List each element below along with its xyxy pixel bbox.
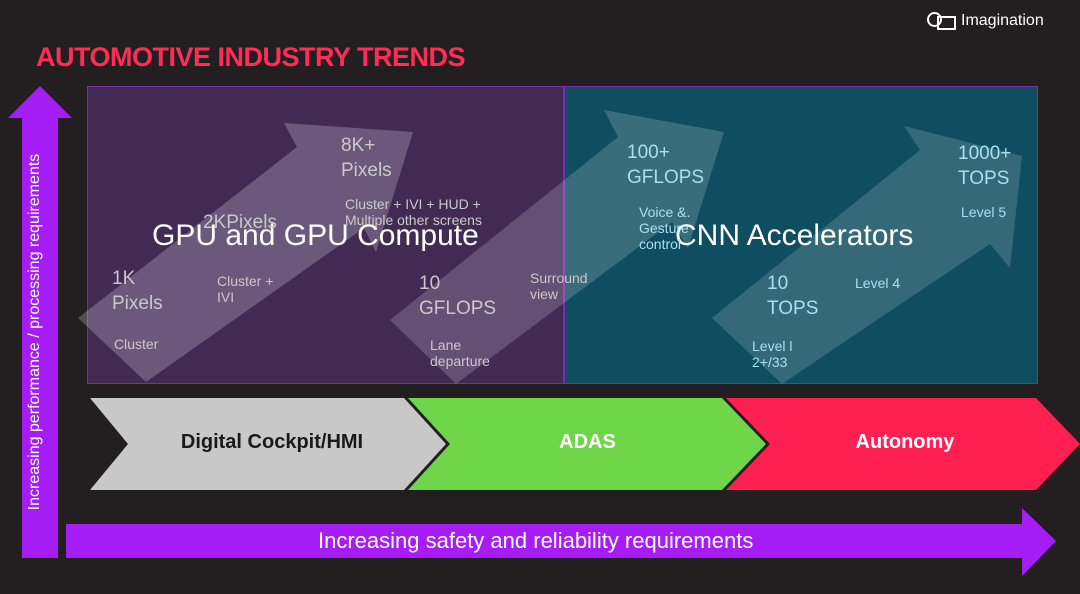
vertical-axis-label: Increasing performance / processing requ…: [26, 153, 43, 511]
stage-label-cockpit: Digital Cockpit/HMI: [180, 431, 364, 453]
stage-label-adas: ADAS: [559, 431, 616, 453]
imagination-logo: Imagination: [927, 10, 1044, 32]
cnn-panel: [564, 86, 1038, 384]
label-2k-pixels: 2KPixels: [203, 212, 277, 233]
gpu-panel-title: GPU and GPU Compute: [152, 219, 479, 252]
horizontal-axis-label: Increasing safety and reliability requir…: [318, 528, 754, 553]
logo-text: Imagination: [961, 12, 1044, 29]
label-1000-tops: 1000+ TOPS: [958, 143, 1012, 189]
slide-title: AUTOMOTIVE INDUSTRY TRENDS: [36, 42, 466, 72]
label-surround-view: Surround view: [530, 270, 588, 302]
label-level-l2: Level l 2+/33: [752, 338, 793, 370]
label-10-gflops: 10 GFLOPS: [419, 273, 497, 319]
label-level-5: Level 5: [961, 204, 1007, 220]
label-lane-departure: Lane departure: [430, 337, 490, 369]
imagination-logo-icon: [927, 12, 956, 30]
label-cluster: Cluster: [114, 336, 159, 352]
label-8k-pixels: 8K+ Pixels: [341, 135, 392, 181]
label-level-4: Level 4: [855, 275, 901, 291]
label-1k-pixels: 1K Pixels: [112, 268, 163, 314]
label-cluster-ivi: Cluster + IVI: [217, 273, 274, 305]
stage-label-autonomy: Autonomy: [855, 431, 955, 453]
label-10-tops: 10 TOPS: [767, 273, 819, 319]
cnn-panel-title: CNN Accelerators: [675, 219, 914, 252]
label-cluster-ivi-hud: Cluster + IVI + HUD + Multiple other scr…: [345, 196, 482, 228]
gpu-panel: [87, 86, 564, 384]
label-voice-gesture: Voice &. Gesture control: [639, 204, 691, 252]
label-100-gflops: 100+ GFLOPS: [627, 142, 705, 188]
